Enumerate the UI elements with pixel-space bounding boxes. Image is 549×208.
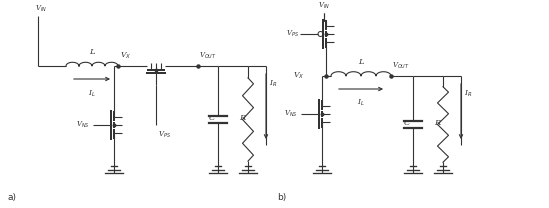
Text: I$_{L}$: I$_{L}$: [357, 98, 365, 109]
Text: b): b): [277, 193, 286, 202]
Text: I$_{R}$: I$_{R}$: [464, 89, 473, 99]
Text: C: C: [404, 119, 410, 127]
Text: R: R: [434, 119, 440, 127]
Text: V$_{OUT}$: V$_{OUT}$: [392, 61, 410, 71]
Text: C: C: [209, 114, 215, 122]
Text: L: L: [89, 48, 95, 56]
Text: I$_{L}$: I$_{L}$: [88, 88, 96, 99]
Text: V$_{IN}$: V$_{IN}$: [35, 4, 47, 14]
Text: V$_{NS}$: V$_{NS}$: [76, 120, 90, 130]
Text: a): a): [8, 193, 17, 202]
Text: R: R: [239, 114, 245, 122]
Text: I$_{R}$: I$_{R}$: [269, 79, 277, 89]
Text: V$_{X}$: V$_{X}$: [120, 51, 131, 61]
Text: V$_{IN}$: V$_{IN}$: [318, 1, 330, 11]
Text: V$_{PS}$: V$_{PS}$: [158, 130, 171, 140]
Text: L: L: [358, 58, 364, 66]
Text: V$_{OUT}$: V$_{OUT}$: [199, 51, 217, 61]
Text: V$_{NS}$: V$_{NS}$: [284, 109, 298, 119]
Text: V$_{X}$: V$_{X}$: [293, 71, 304, 81]
Text: V$_{PS}$: V$_{PS}$: [287, 29, 300, 39]
